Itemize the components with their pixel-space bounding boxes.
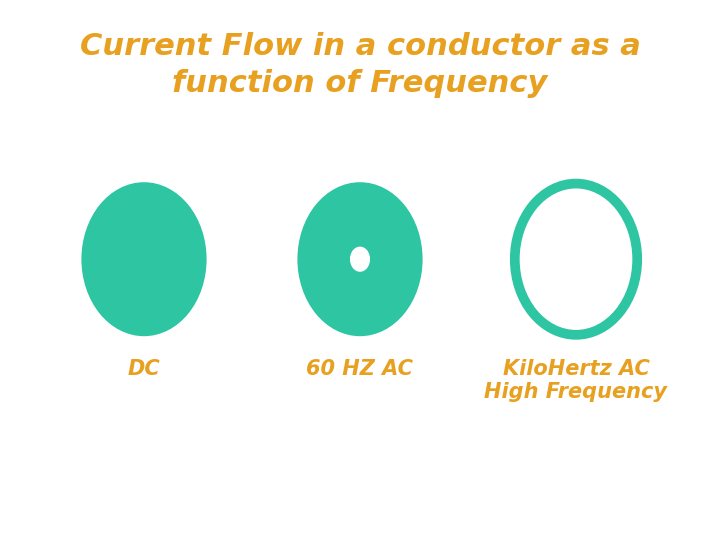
Text: Current Flow in a conductor as a
function of Frequency: Current Flow in a conductor as a functio… <box>80 32 640 98</box>
Ellipse shape <box>351 247 369 271</box>
Ellipse shape <box>515 184 637 335</box>
Text: KiloHertz AC
High Frequency: KiloHertz AC High Frequency <box>485 359 667 402</box>
Text: 60 HZ AC: 60 HZ AC <box>307 359 413 379</box>
Ellipse shape <box>83 184 205 335</box>
Text: DC: DC <box>127 359 161 379</box>
Ellipse shape <box>299 184 421 335</box>
